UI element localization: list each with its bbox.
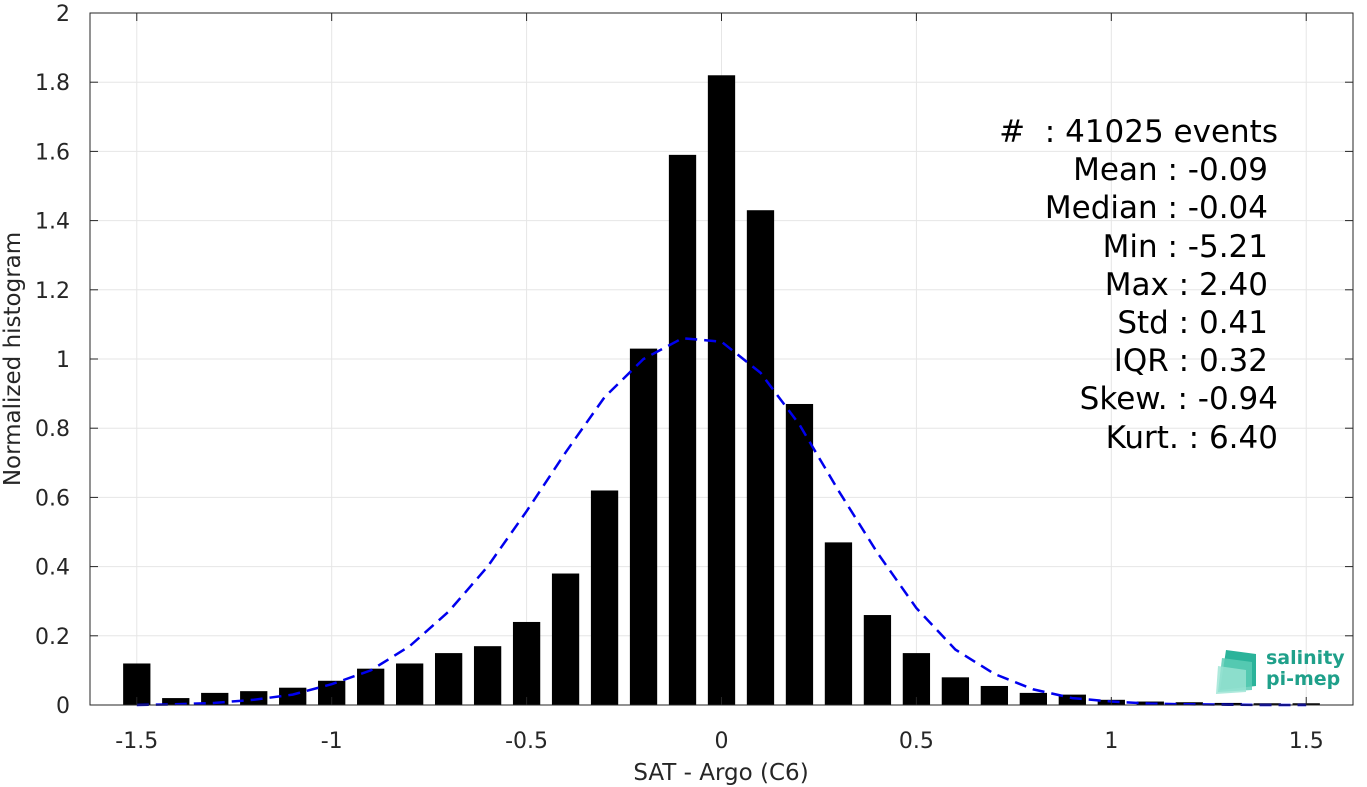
histogram-bar (551, 573, 580, 705)
y-tick-label: 0 (56, 694, 70, 719)
y-tick-label: 1.4 (35, 210, 70, 235)
logo-text: salinity pi-mep (1266, 648, 1345, 690)
histogram-bar (357, 668, 385, 705)
y-tick-label: 1.2 (35, 279, 70, 304)
y-tick-label: 2 (56, 2, 70, 27)
x-tick-label: -0.5 (505, 729, 548, 754)
histogram-bar (863, 615, 892, 705)
histogram-bar (785, 403, 814, 705)
y-tick-label: 1.8 (35, 71, 70, 96)
y-tick-label: 0.4 (35, 556, 70, 581)
histogram-bar (434, 653, 463, 705)
logo-line-2: pi-mep (1266, 668, 1341, 690)
y-tick-label: 1.6 (35, 140, 70, 165)
y-tick-label: 0.6 (35, 486, 70, 511)
x-tick-label: -1 (321, 729, 343, 754)
x-tick-label: 1.5 (1289, 729, 1324, 754)
stat-max: Max : 2.40 (1104, 266, 1268, 303)
histogram-bar (1058, 694, 1086, 705)
x-tick-label: -1.5 (115, 729, 158, 754)
stat-min: Min : -5.21 (1102, 228, 1268, 265)
histogram-bar (240, 691, 268, 705)
histogram-bar (279, 687, 307, 705)
salinity-pi-mep-logo: salinity pi-mep (1216, 648, 1346, 694)
stat-events: # : 41025 events (999, 114, 1278, 150)
x-axis-label: SAT - Argo (C6) (633, 760, 808, 786)
y-tick-label: 0.2 (35, 625, 70, 650)
y-axis-ticks: 0 0.2 0.4 0.6 0.8 1 1.2 1.4 1.6 1.8 2 (35, 2, 1353, 719)
x-tick-label: 1 (1104, 729, 1118, 754)
histogram-bar (941, 677, 970, 705)
histogram-bar (590, 490, 619, 705)
wave-logo-icon (1216, 650, 1256, 694)
histogram-bar (1019, 692, 1047, 705)
x-tick-label: 0.5 (899, 729, 934, 754)
histogram-bar (473, 646, 502, 705)
y-tick-label: 1 (56, 348, 70, 373)
histogram-bar (707, 75, 736, 705)
histogram-bar (512, 621, 541, 705)
stat-mean: Mean : -0.09 (1073, 152, 1268, 189)
histogram-bar (162, 698, 190, 705)
histogram-bar (746, 210, 775, 705)
x-axis-ticks: -1.5 -1 -0.5 0 0.5 1 1.5 (115, 13, 1324, 754)
y-tick-label: 0.8 (35, 417, 70, 442)
stat-std: Std : 0.41 (1117, 305, 1268, 342)
histogram-bar (629, 348, 658, 705)
x-tick-label: 0 (715, 729, 729, 754)
stat-skew: Skew. : -0.94 (1079, 381, 1278, 418)
histogram-bar (668, 154, 697, 706)
stat-kurt: Kurt. : 6.40 (1105, 419, 1278, 456)
logo-line-1: salinity (1266, 647, 1345, 669)
stat-iqr: IQR : 0.32 (1113, 343, 1268, 380)
y-axis-label: Normalized histogram (0, 232, 26, 486)
histogram-bar (902, 653, 931, 705)
stat-median: Median : -0.04 (1044, 190, 1268, 227)
histogram-bar (396, 663, 424, 705)
stats-annotation: # : 41025 events Mean : -0.09 Median : -0.… (999, 113, 1278, 457)
histogram-bar (824, 542, 853, 705)
histogram-bar (980, 685, 1009, 705)
